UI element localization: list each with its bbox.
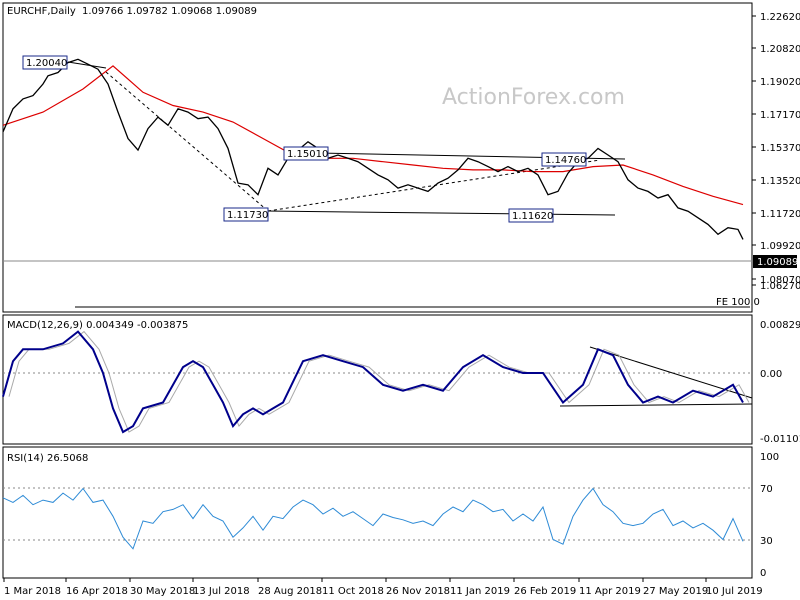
macd-line	[2, 330, 744, 434]
macd-title: MACD(12,26,9) 0.004349 -0.003875	[7, 320, 188, 331]
price-y-tick-label: 1.15370	[760, 143, 800, 154]
level-label-150: 1.15010	[287, 149, 328, 160]
rsi-line	[2, 487, 744, 550]
rsi-y-tick-label: 30	[760, 536, 773, 547]
price-y-tick-label: 1.13520	[760, 176, 800, 187]
x-tick-label: 16 Apr 2018	[66, 586, 128, 597]
price-y-tick-label: 1.09920	[760, 241, 800, 252]
rsi-y-tick-label: 0	[760, 568, 766, 579]
macd-y-tick-label: 0.00	[760, 369, 782, 380]
macd-y-tick-label: -0.011015	[760, 434, 800, 445]
level-labels: 1.20040 1.15010 1.14760 1.11730 1.11620	[22, 55, 587, 223]
price-line	[2, 58, 744, 240]
price-y-tick-label: 1.22620	[760, 12, 800, 23]
level-label-117: 1.11730	[227, 210, 268, 221]
price-chart-title: EURCHF,Daily	[7, 6, 76, 17]
rsi-title: RSI(14) 26.5068	[7, 453, 88, 464]
x-tick-label: 26 Nov 2018	[386, 586, 450, 597]
rsi-y-tick-label: 70	[760, 484, 773, 495]
price-y-tick-label: 1.20820	[760, 44, 800, 55]
x-tick-label: 26 Feb 2019	[514, 586, 576, 597]
watermark: ActionForex.com	[442, 85, 625, 110]
moving-average-line	[2, 65, 744, 206]
current-price-label: 1.09089	[757, 257, 798, 268]
x-tick-label: 13 Jul 2018	[193, 586, 250, 597]
level-label-147: 1.14760	[545, 155, 586, 166]
ohlc-header: 1.09766 1.09782 1.09068 1.09089	[82, 6, 257, 17]
rsi-y-tick-label: 100	[760, 452, 779, 463]
dashed-fib-line-2	[267, 159, 601, 212]
price-y-tick-label: 1.11720	[760, 209, 800, 220]
x-tick-label: 30 May 2018	[130, 586, 195, 597]
macd-signal-line	[8, 330, 750, 433]
level-label-high: 1.20040	[26, 58, 67, 69]
x-tick-label: 11 Apr 2019	[579, 586, 641, 597]
price-panel	[2, 2, 753, 313]
x-tick-label: 10 Jul 2019	[706, 586, 763, 597]
price-y-tick-label: 1.08070	[760, 275, 800, 286]
price-y-axis: 1.22620 1.20820 1.19020 1.17170 1.15370 1.135…	[752, 12, 800, 292]
support-line	[265, 210, 616, 216]
rsi-panel	[2, 446, 753, 579]
current-price-tag	[753, 255, 797, 268]
x-tick-label: 11 Oct 2018	[322, 586, 384, 597]
price-y-tick-label: 1.19020	[760, 77, 800, 88]
price-y-tick-label: 1.17170	[760, 110, 800, 121]
rsi-y-axis: 100 70 30 0	[760, 452, 779, 579]
x-tick-label: 28 Aug 2018	[258, 586, 322, 597]
price-y-tick-label: 1.06270	[760, 281, 800, 292]
x-tick-label: 1 Mar 2018	[4, 586, 61, 597]
fe-label: FE 100.0	[716, 297, 760, 308]
x-tick-label: 11 Jan 2019	[450, 586, 510, 597]
macd-y-tick-label: 0.008292	[760, 320, 800, 331]
x-tick-label: 27 May 2019	[643, 586, 708, 597]
level-label-116: 1.11620	[512, 211, 553, 222]
macd-y-axis: 0.008292 0.00 -0.011015	[760, 320, 800, 445]
high-marker-line	[67, 61, 107, 69]
